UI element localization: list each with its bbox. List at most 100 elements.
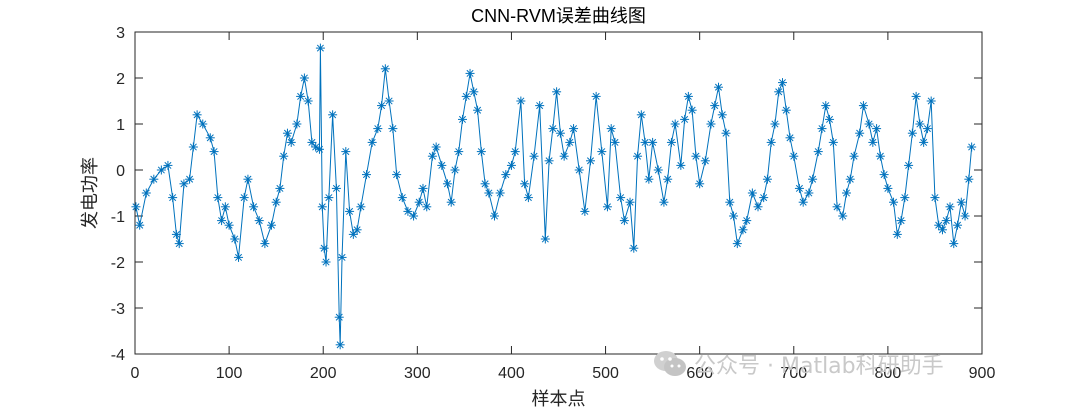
y-tick-label: 1 bbox=[116, 117, 125, 134]
data-point-marker bbox=[785, 133, 795, 143]
data-point-marker bbox=[629, 243, 639, 253]
data-point-marker bbox=[279, 151, 289, 161]
data-point-marker bbox=[271, 197, 281, 207]
data-point-marker bbox=[362, 170, 372, 180]
data-point-marker bbox=[171, 229, 181, 239]
data-point-marker bbox=[644, 174, 654, 184]
x-tick-label: 200 bbox=[310, 365, 337, 382]
x-tick-label: 100 bbox=[216, 365, 243, 382]
data-point-marker bbox=[414, 197, 424, 207]
data-point-marker bbox=[804, 188, 814, 198]
data-point-marker bbox=[388, 124, 398, 134]
data-point-marker bbox=[781, 105, 791, 115]
data-point-marker bbox=[919, 137, 929, 147]
x-axis-label: 样本点 bbox=[532, 389, 586, 409]
data-point-marker bbox=[315, 43, 325, 53]
data-point-marker bbox=[163, 160, 173, 170]
series-layer bbox=[131, 43, 977, 350]
data-point-marker bbox=[794, 183, 804, 193]
data-point-marker bbox=[911, 91, 921, 101]
data-point-marker bbox=[706, 119, 716, 129]
data-point-marker bbox=[915, 119, 925, 129]
data-point-marker bbox=[465, 68, 475, 78]
data-point-marker bbox=[476, 147, 486, 157]
data-point-marker bbox=[174, 239, 184, 249]
data-point-marker bbox=[213, 193, 223, 203]
data-point-marker bbox=[345, 206, 355, 216]
data-point-marker bbox=[676, 160, 686, 170]
data-point-marker bbox=[941, 216, 951, 226]
data-point-marker bbox=[610, 137, 620, 147]
data-point-marker bbox=[473, 105, 483, 115]
series-line bbox=[135, 48, 973, 345]
data-point-marker bbox=[317, 202, 327, 212]
data-point-marker bbox=[367, 137, 377, 147]
data-point-marker bbox=[461, 91, 471, 101]
data-point-marker bbox=[960, 211, 970, 221]
data-point-marker bbox=[480, 179, 490, 189]
data-point-marker bbox=[403, 206, 413, 216]
data-point-marker bbox=[501, 170, 511, 180]
data-point-marker bbox=[490, 211, 500, 221]
data-point-marker bbox=[817, 124, 827, 134]
data-point-marker bbox=[341, 147, 351, 157]
data-point-marker bbox=[506, 160, 516, 170]
data-point-marker bbox=[356, 202, 366, 212]
data-point-marker bbox=[529, 151, 539, 161]
data-point-marker bbox=[254, 216, 264, 226]
data-point-marker bbox=[774, 87, 784, 97]
data-point-marker bbox=[838, 211, 848, 221]
data-point-marker bbox=[934, 220, 944, 230]
data-point-marker bbox=[789, 151, 799, 161]
data-point-marker bbox=[495, 188, 505, 198]
data-point-marker bbox=[131, 202, 141, 212]
data-point-marker bbox=[437, 160, 447, 170]
data-point-marker bbox=[348, 229, 358, 239]
data-point-marker bbox=[648, 137, 658, 147]
data-point-marker bbox=[418, 183, 428, 193]
data-point-marker bbox=[141, 188, 151, 198]
data-point-marker bbox=[683, 91, 693, 101]
data-point-marker bbox=[484, 188, 494, 198]
data-point-marker bbox=[864, 119, 874, 129]
data-point-marker bbox=[738, 225, 748, 235]
data-point-marker bbox=[324, 193, 334, 203]
data-point-marker bbox=[510, 147, 520, 157]
data-point-marker bbox=[597, 147, 607, 157]
data-point-marker bbox=[516, 96, 526, 106]
data-point-marker bbox=[872, 124, 882, 134]
data-point-marker bbox=[721, 128, 731, 138]
data-point-marker bbox=[967, 142, 977, 152]
data-point-marker bbox=[907, 128, 917, 138]
data-point-marker bbox=[732, 239, 742, 249]
y-axis-label: 发电功率 bbox=[80, 157, 101, 229]
data-point-marker bbox=[625, 197, 635, 207]
data-point-marker bbox=[729, 211, 739, 221]
data-point-marker bbox=[321, 257, 331, 267]
data-point-marker bbox=[858, 101, 868, 111]
data-point-marker bbox=[373, 124, 383, 134]
data-point-marker bbox=[904, 160, 914, 170]
data-point-marker bbox=[282, 128, 292, 138]
data-point-marker bbox=[224, 220, 234, 230]
data-point-marker bbox=[945, 202, 955, 212]
data-point-marker bbox=[636, 110, 646, 120]
data-point-marker bbox=[845, 174, 855, 184]
data-point-marker bbox=[619, 216, 629, 226]
data-point-marker bbox=[930, 193, 940, 203]
data-point-marker bbox=[243, 174, 253, 184]
data-point-marker bbox=[569, 124, 579, 134]
data-point-marker bbox=[548, 124, 558, 134]
data-point-marker bbox=[753, 202, 763, 212]
data-point-marker bbox=[663, 174, 673, 184]
data-point-marker bbox=[275, 183, 285, 193]
data-point-marker bbox=[565, 137, 575, 147]
data-point-marker bbox=[742, 216, 752, 226]
data-point-marker bbox=[234, 252, 244, 262]
data-point-marker bbox=[670, 119, 680, 129]
data-point-marker bbox=[849, 151, 859, 161]
data-point-marker bbox=[591, 91, 601, 101]
data-point-marker bbox=[319, 243, 329, 253]
data-point-marker bbox=[220, 202, 230, 212]
y-tick-label: -1 bbox=[111, 209, 125, 226]
